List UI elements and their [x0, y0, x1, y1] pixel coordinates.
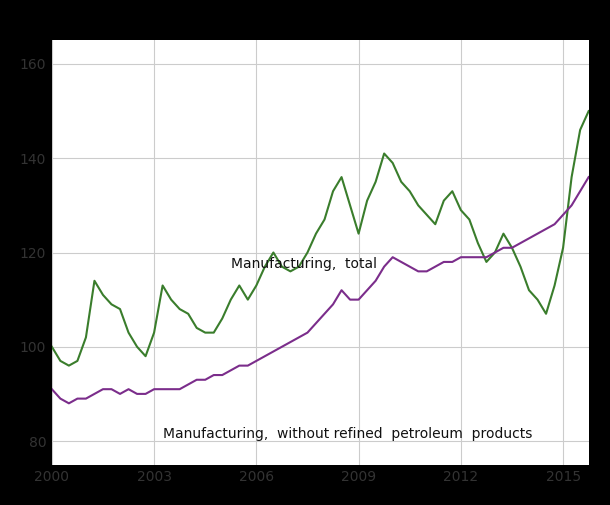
Text: Manufacturing,  total: Manufacturing, total — [231, 258, 377, 271]
Text: Manufacturing,  without refined  petroleum  products: Manufacturing, without refined petroleum… — [163, 427, 532, 441]
